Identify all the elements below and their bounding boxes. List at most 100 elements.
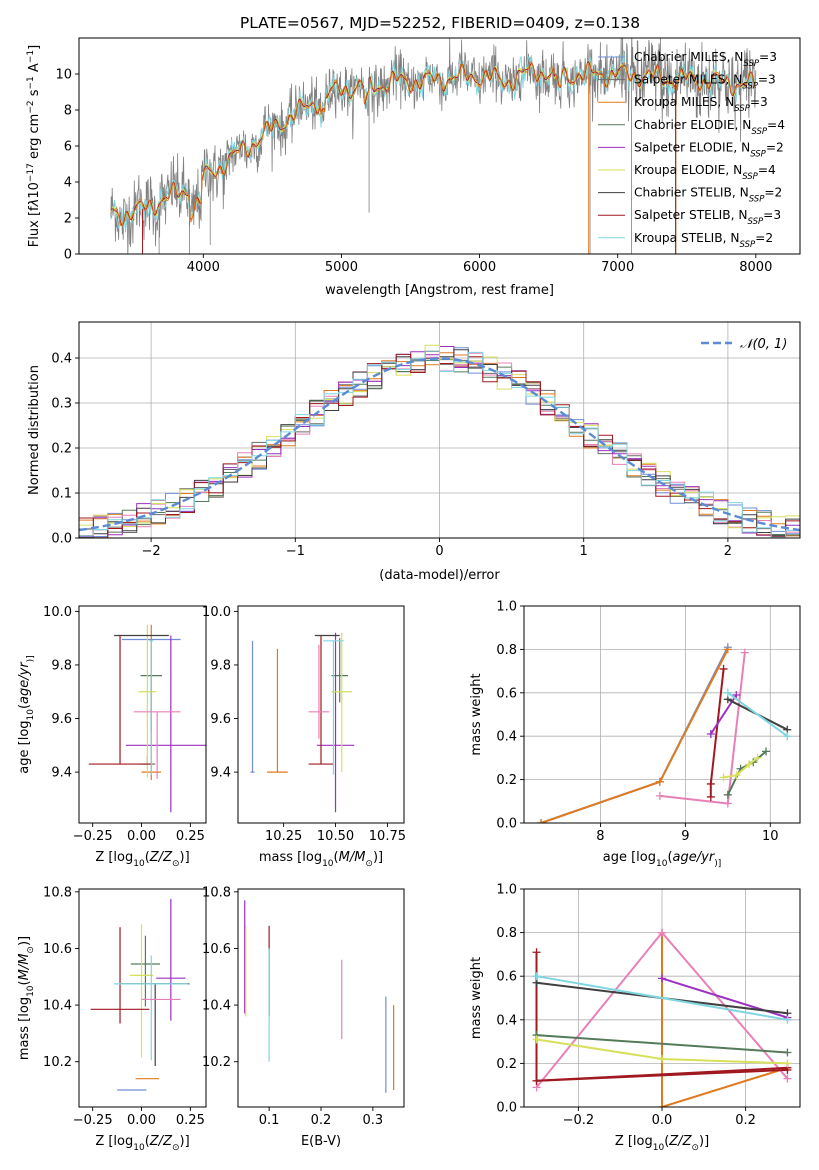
x-tick-label: 10.75 (369, 829, 406, 844)
weight-marker (732, 771, 741, 780)
legend-label: Salpeter ELODIE, NSSP=2 (634, 140, 784, 159)
label-part: M/M (339, 850, 366, 865)
legend-label-n: =4 (758, 163, 776, 177)
weight-marker (706, 730, 715, 739)
y-tick-label: 9.4 (51, 766, 72, 781)
legend-label: Chabrier ELODIE, NSSP=4 (634, 118, 785, 137)
legend-label-text: Chabrier MILES, N (634, 50, 743, 64)
label-part: −1 (26, 76, 36, 89)
y-axis-label: Normed distribution (27, 365, 42, 495)
histogram-step (79, 350, 800, 538)
axes-frame (78, 605, 207, 824)
label-part: 10 (26, 709, 36, 721)
legend-label-sub: SSP (743, 59, 759, 69)
y-tick-label: 0.1 (51, 487, 72, 502)
y-tick-label: 0.0 (51, 532, 72, 547)
label-part: ( (664, 1134, 669, 1149)
label-part: 10 (656, 859, 668, 869)
axes-frame (237, 605, 405, 824)
label-part: −17 (26, 163, 36, 182)
x-axis-label: Z [log10(Z/Z⊙)] (95, 850, 189, 869)
legend-label-text: Salpeter MILES, N (634, 73, 742, 87)
legend-label: Kroupa MILES, NSSP=3 (634, 95, 768, 114)
label-part: 10 (653, 1143, 665, 1153)
weight-marker (532, 948, 541, 957)
weight-marker (783, 1048, 792, 1057)
legend-label: Chabrier STELIB, NSSP=2 (634, 186, 782, 205)
x-tick-label: 0.00 (127, 1113, 156, 1128)
y-tick-label: 10.4 (202, 999, 231, 1014)
y-tick-label: 6 (64, 140, 72, 155)
weight-marker (783, 1059, 792, 1068)
x-axis-label: Z [log10(Z/Z⊙)] (95, 1134, 189, 1153)
x-tick-label: 0.25 (176, 829, 205, 844)
label-part: ⊙ (172, 859, 180, 869)
y-axis-label: Flux [fλ10−17 erg cm−2 s−1 A−1] (26, 45, 42, 247)
x-tick-label: 8 (596, 829, 604, 844)
model-spectrum (110, 60, 756, 226)
weight-marker (783, 732, 792, 741)
x-tick-label: 7000 (601, 260, 634, 275)
mass-vs-ebv-panel: 0.1 0.2 0.3 10.2 10.4 10.6 10.8 E(B-V) (202, 885, 405, 1149)
label-part: mass [log (17, 997, 32, 1060)
weight-marker (762, 747, 771, 756)
label-part: ( (17, 980, 32, 985)
residual-panel: −2 −1 0 1 2 0.0 0.1 0.2 0.3 0.4 (data-model)/error… (27, 321, 801, 583)
x-tick-label: 10.25 (265, 829, 302, 844)
x-axis-label: age [log10(age/yr)] (603, 850, 721, 869)
weight-marker (532, 1035, 541, 1044)
spectrum-plot (110, 38, 757, 254)
weight-vs-Z-panel: −0.2 0.0 0.2 0.0 0.2 0.4 0.6 0.8 1.0 Z [log10(Z/Z… (469, 883, 801, 1153)
weight-marker (753, 753, 762, 762)
axes-frame (78, 888, 207, 1108)
y-axis-label: mass [log10(M/M⊙)] (17, 936, 36, 1060)
x-tick-label: 2 (724, 544, 732, 559)
label-part: age [log (17, 720, 32, 773)
weight-line (661, 932, 788, 1107)
legend-label-text: Kroupa STELIB, N (634, 231, 740, 245)
y-tick-label: 0.2 (496, 1057, 517, 1072)
x-tick-label: −1 (286, 544, 305, 559)
y-tick-label: 8 (64, 104, 72, 119)
weight-marker (655, 777, 664, 786)
y-axis-label: mass weight (469, 673, 484, 755)
weight-marker (655, 791, 664, 800)
label-part: )] (26, 655, 36, 662)
legend-label-sub: SSP (734, 104, 750, 114)
weight-marker (658, 1103, 666, 1107)
y-tick-label: 0.4 (496, 730, 517, 745)
y-tick-label: 9.8 (51, 658, 72, 673)
x-tick-label: 10.50 (317, 829, 354, 844)
label-part: A (27, 63, 42, 76)
y-tick-label: 10.8 (43, 885, 72, 900)
model-spectrum (110, 61, 756, 227)
legend-label: Kroupa ELODIE, NSSP=4 (634, 163, 776, 182)
label-part: Z [log (95, 850, 133, 865)
label-part: ( (667, 850, 672, 865)
weight-marker (723, 688, 732, 697)
y-tick-label: 0.3 (51, 397, 72, 412)
legend-label-text: Chabrier ELODIE, N (634, 118, 751, 132)
label-part: ( (17, 704, 32, 709)
y-tick-label: 0.8 (496, 643, 517, 658)
legend-label-text: Kroupa MILES, N (634, 95, 734, 109)
legend-label-sub: SSP (742, 172, 758, 182)
label-part: )] (180, 1134, 190, 1149)
y-tick-label: 1.0 (496, 883, 517, 898)
y-tick-label: 0 (64, 248, 72, 263)
y-tick-label: 2 (64, 212, 72, 227)
x-tick-label: 0.2 (311, 1113, 332, 1128)
weight-line (536, 1034, 788, 1054)
legend-label-sub: SSP (751, 127, 767, 137)
label-part: 10 (133, 1143, 145, 1153)
y-tick-label: 9.8 (210, 658, 231, 673)
label-part: Flux [f (27, 206, 42, 247)
weight-plot (536, 643, 792, 823)
legend-label: 𝒩(0, 1) (740, 337, 787, 352)
label-part: ( (334, 850, 339, 865)
age-vs-mass-panel: 10.25 10.50 10.75 9.4 9.6 9.8 10.0 mass [log10(… (202, 605, 406, 869)
axes-frame (523, 605, 801, 824)
x-axis-label: wavelength [Angstrom, rest frame] (325, 283, 554, 298)
